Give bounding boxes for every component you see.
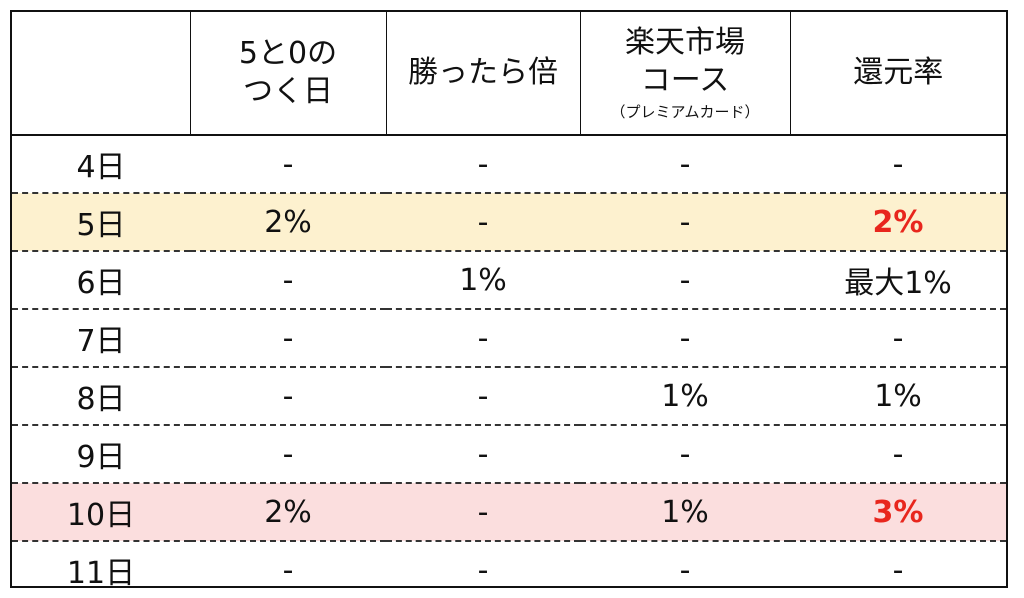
win-double-cell: - xyxy=(386,135,580,194)
rakuten-course-cell: - xyxy=(580,135,790,194)
five-zero-cell: 2% xyxy=(190,483,386,542)
rakuten-course-cell: 1% xyxy=(580,483,790,542)
five-zero-cell: - xyxy=(282,552,294,588)
five-zero-cell: - xyxy=(190,309,386,368)
win-double-cell: 1% xyxy=(386,251,580,310)
header-subtext: （プレミアムカード） xyxy=(610,103,760,121)
day-cell: 5日 xyxy=(12,193,190,252)
header-line: つく日 xyxy=(243,74,333,109)
rakuten-course-cell: - xyxy=(580,193,790,252)
table-row: 10日 2% -1% 3% xyxy=(12,483,1006,542)
header-corner xyxy=(12,12,190,136)
day-cell: 8日 xyxy=(12,367,190,426)
five-zero-cell: - xyxy=(190,135,386,194)
return-rate-cell: 3% xyxy=(790,483,1006,542)
win-double-cell: - xyxy=(386,309,580,368)
header-five-zero-day: 5と0の つく日 xyxy=(189,12,386,136)
return-rate-cell: - xyxy=(790,135,1006,194)
table-row: 6日 -1% - 最大1% xyxy=(12,251,1006,310)
table-row: 9日 - - - - xyxy=(12,425,1006,484)
five-zero-cell: - xyxy=(190,425,386,484)
return-rate-cell: - xyxy=(892,552,904,588)
five-zero-cell: 2% xyxy=(190,193,386,252)
win-double-cell: - xyxy=(386,367,580,426)
rate-table: 5と0の つく日 勝ったら倍 楽天市場 コース （プレミアムカード） 還元率 4… xyxy=(12,12,1006,598)
table-row: 7日 - - - - xyxy=(12,309,1006,368)
header-rakuten-course: 楽天市場 コース （プレミアムカード） xyxy=(579,12,790,136)
win-double-cell: - xyxy=(477,552,489,588)
header-line: 勝ったら倍 xyxy=(408,55,558,90)
rate-table-container: 5と0の つく日 勝ったら倍 楽天市場 コース （プレミアムカード） 還元率 4… xyxy=(10,10,1008,591)
five-zero-cell: - xyxy=(190,251,386,310)
header-win-double: 勝ったら倍 xyxy=(385,12,580,136)
win-double-cell: - xyxy=(386,425,580,484)
day-cell: 10日 xyxy=(12,483,190,542)
header-line: 還元率 xyxy=(853,55,944,90)
rakuten-course-cell: - xyxy=(580,309,790,368)
win-double-cell: - xyxy=(386,193,580,252)
day-cell: 11日 xyxy=(66,556,136,591)
table-row: 5日 2% - -2% xyxy=(12,193,1006,252)
table-row: 8日 - -1% 1% xyxy=(12,367,1006,426)
header-line: 5と0の xyxy=(238,36,338,71)
return-rate-cell: - xyxy=(790,309,1006,368)
table-body: 4日 - - - -5日 2% - -2% 6日 -1% - 最大1% 7日 - - - -8日 - -1% 1% 9日… xyxy=(12,135,1006,598)
return-rate-cell: 2% xyxy=(790,193,1006,252)
day-cell: 6日 xyxy=(12,251,190,310)
day-cell: 4日 xyxy=(12,135,190,194)
header-return-rate: 還元率 xyxy=(789,12,1006,136)
header-row: 5と0の つく日 勝ったら倍 楽天市場 コース （プレミアムカード） 還元率 xyxy=(12,12,1006,136)
rakuten-course-cell: 1% xyxy=(580,367,790,426)
rakuten-course-cell: - xyxy=(580,425,790,484)
rakuten-course-cell: - xyxy=(679,552,691,588)
header-line: コース xyxy=(640,63,730,98)
header-line: 楽天市場 xyxy=(625,25,745,60)
return-rate-cell: - xyxy=(790,425,1006,484)
rakuten-course-cell: - xyxy=(580,251,790,310)
table-row: 4日 - - - - xyxy=(12,135,1006,194)
return-rate-cell: 1% xyxy=(790,367,1006,426)
five-zero-cell: - xyxy=(190,367,386,426)
win-double-cell: - xyxy=(386,483,580,542)
day-cell: 9日 xyxy=(12,425,190,484)
table-row: 11日 - - - - xyxy=(12,541,1006,598)
return-rate-cell: 最大1% xyxy=(790,251,1006,310)
day-cell: 7日 xyxy=(12,309,190,368)
